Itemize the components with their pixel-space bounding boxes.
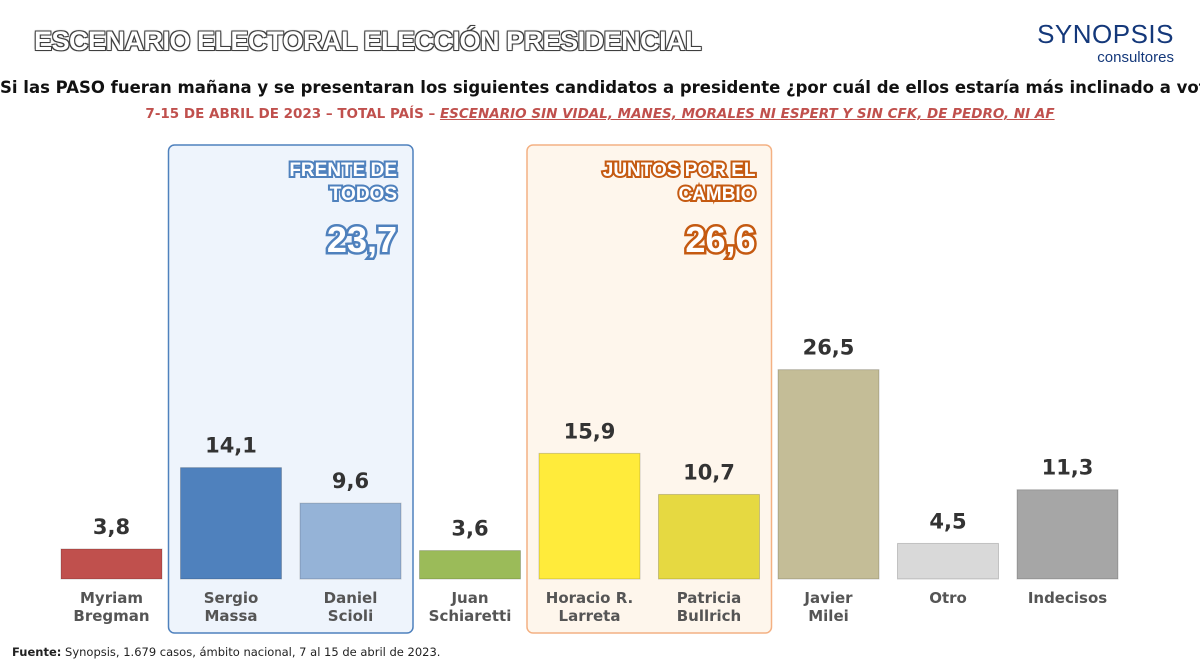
value-label-6: 26,5 <box>803 336 855 360</box>
group-label-1-line-0: JUNTOS POR EL <box>603 160 756 181</box>
logo-sub-text: consultores <box>1097 49 1174 66</box>
category-label-1-line-1: Massa <box>204 607 257 625</box>
group-label-0-line-1: TODOS <box>330 184 397 205</box>
bar-3 <box>419 550 521 580</box>
survey-question: Si las PASO fueran mañana y se presentar… <box>0 78 1200 97</box>
category-label-6-line-0: Javier <box>803 589 853 607</box>
value-label-8: 11,3 <box>1042 456 1094 480</box>
value-label-5: 10,7 <box>683 460 735 484</box>
bar-0 <box>60 548 163 580</box>
group-value-1: 26,6 <box>685 219 755 260</box>
bar-1 <box>180 467 282 580</box>
bar-7 <box>897 542 999 580</box>
bar-chart: FRENTE DE TODOS 23,7 JUNTOS POR EL CAMBIO 26,… <box>60 144 1119 634</box>
category-label-6-line-1: Milei <box>808 607 849 625</box>
value-label-3: 3,6 <box>451 517 488 541</box>
category-label-7-line-0: Otro <box>929 589 967 607</box>
bar-6 <box>777 369 880 580</box>
subtitle-date: 7-15 DE ABRIL DE 2023 – TOTAL PAÍS – <box>145 106 440 122</box>
category-label-4-line-1: Larreta <box>559 607 621 625</box>
source-label: Fuente: <box>12 645 62 659</box>
category-label-5-line-0: Patricia <box>677 589 742 607</box>
group-label-0-line-0: FRENTE DE <box>289 160 397 181</box>
chart-subtitle: 7-15 DE ABRIL DE 2023 – TOTAL PAÍS – ESC… <box>0 106 1200 122</box>
synopsis-logo: SYNOPSIS consultores <box>1037 20 1174 66</box>
category-label-2-line-1: Scioli <box>328 607 373 625</box>
category-label-1-line-0: Sergio <box>204 589 259 607</box>
category-label-5-line-1: Bullrich <box>677 607 742 625</box>
category-label-8-line-0: Indecisos <box>1028 589 1107 607</box>
bar-5 <box>658 493 760 580</box>
logo-main-text: SYNOPSIS <box>1037 19 1174 49</box>
value-label-0: 3,8 <box>93 515 130 539</box>
source-text: Synopsis, 1.679 casos, ámbito nacional, … <box>61 645 441 659</box>
bar-8 <box>1016 489 1119 580</box>
chart-title: ESCENARIO ELECTORAL ELECCIÓN PRESIDENCIA… <box>34 26 702 56</box>
bar-2 <box>299 502 402 580</box>
category-label-3-line-1: Schiaretti <box>429 607 512 625</box>
value-label-4: 15,9 <box>564 419 616 443</box>
category-label-0-line-1: Bregman <box>73 607 149 625</box>
group-label-1-line-1: CAMBIO <box>678 184 755 205</box>
source-note: Fuente: Synopsis, 1.679 casos, ámbito na… <box>12 645 440 659</box>
group-value-0: 23,7 <box>327 219 397 260</box>
category-label-4-line-0: Horacio R. <box>546 589 633 607</box>
bar-4 <box>538 452 641 580</box>
subtitle-scenario: ESCENARIO SIN VIDAL, MANES, MORALES NI E… <box>439 106 1055 122</box>
category-label-2-line-0: Daniel <box>324 589 378 607</box>
value-label-1: 14,1 <box>205 434 257 458</box>
category-label-3-line-0: Juan <box>450 589 488 607</box>
value-label-7: 4,5 <box>929 509 966 533</box>
value-label-2: 9,6 <box>332 469 369 493</box>
category-label-0-line-0: Myriam <box>80 589 143 607</box>
